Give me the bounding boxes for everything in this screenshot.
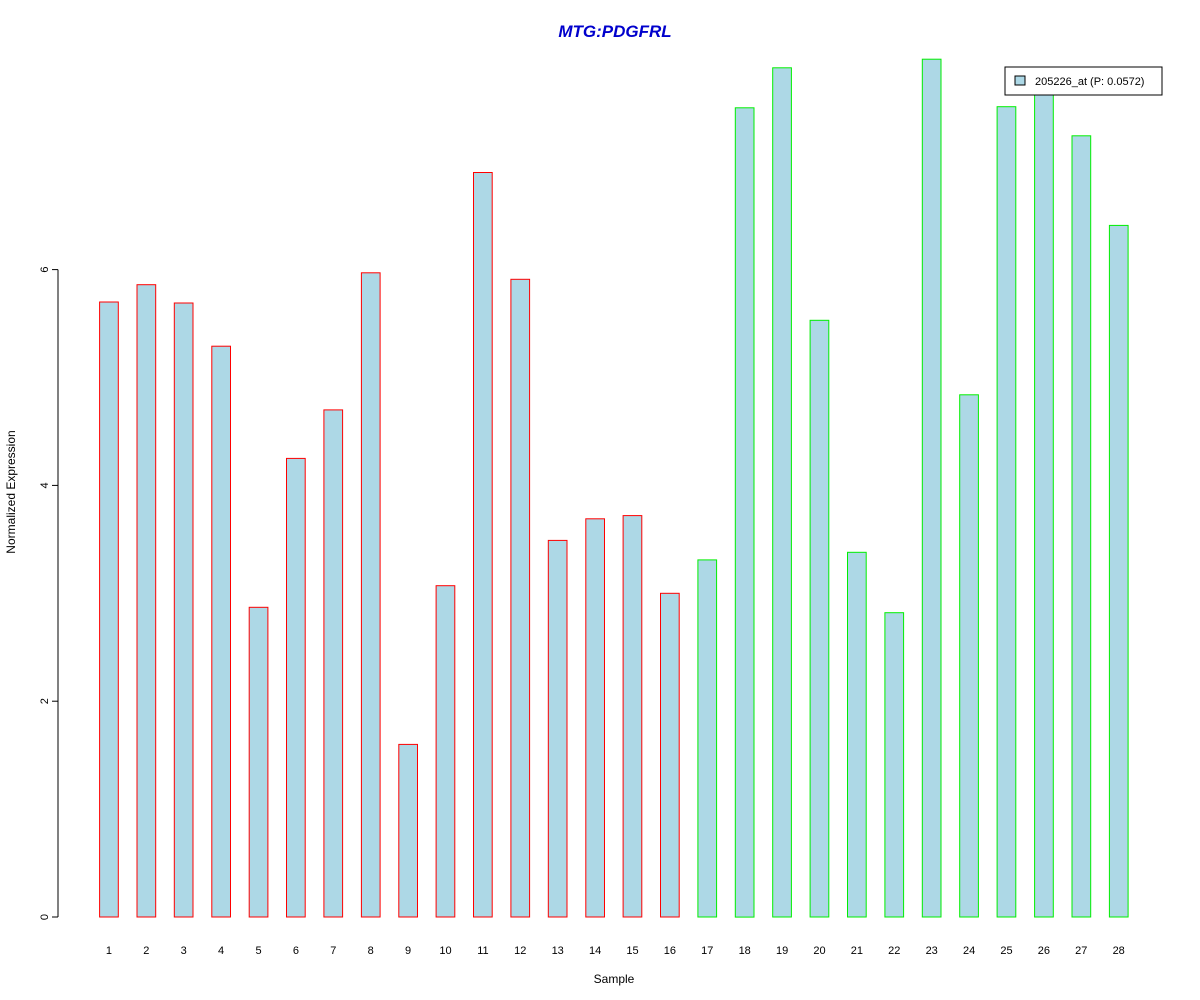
bar-sample-9 — [398, 743, 418, 918]
y-axis: 0 2 4 6 — [39, 267, 59, 920]
bar-sample-12 — [510, 278, 531, 918]
x-tick-label: 18 — [739, 945, 751, 957]
bar-sample-20 — [809, 319, 830, 918]
x-tick-label: 7 — [330, 945, 336, 957]
y-tick-label: 0 — [39, 914, 51, 920]
x-tick-label: 2 — [143, 945, 149, 957]
chart-title: MTG:PDGFRL — [558, 22, 671, 41]
x-tick-label: 21 — [851, 945, 863, 957]
y-tick-label: 4 — [39, 482, 51, 488]
bar-sample-24 — [959, 394, 979, 918]
x-tick-label: 16 — [664, 945, 676, 957]
bar-sample-14 — [585, 518, 605, 918]
x-tick-label: 17 — [701, 945, 713, 957]
x-tick-label: 22 — [888, 945, 900, 957]
bar-sample-2 — [136, 284, 157, 918]
bar-sample-18 — [734, 107, 755, 918]
bar-sample-4 — [211, 345, 232, 918]
x-tick-label: 25 — [1000, 945, 1012, 957]
x-tick-label: 20 — [813, 945, 825, 957]
bars — [99, 58, 1129, 918]
bar-sample-26 — [1034, 94, 1054, 918]
bar-sample-15 — [622, 515, 643, 918]
bar-sample-27 — [1071, 135, 1092, 918]
bar-sample-7 — [323, 409, 344, 918]
bar-sample-23 — [921, 58, 942, 918]
bar-sample-13 — [547, 539, 568, 918]
bar-sample-10 — [435, 585, 456, 918]
bar-sample-19 — [772, 67, 792, 918]
x-tick-label: 15 — [626, 945, 638, 957]
bar-sample-5 — [248, 606, 269, 918]
x-tick-label: 3 — [181, 945, 187, 957]
legend-swatch — [1014, 75, 1026, 86]
bar-sample-28 — [1108, 224, 1129, 918]
x-tick-label: 12 — [514, 945, 526, 957]
x-tick-label: 1 — [106, 945, 112, 957]
bar-sample-1 — [99, 301, 119, 918]
legend: 205226_at (P: 0.0572) — [1004, 66, 1163, 96]
bar-sample-17 — [697, 559, 718, 918]
bar-sample-6 — [286, 457, 306, 918]
x-tick-label: 5 — [255, 945, 261, 957]
x-tick-label: 28 — [1113, 945, 1125, 957]
x-tick-label: 13 — [552, 945, 564, 957]
x-tick-label: 23 — [926, 945, 938, 957]
x-tick-label: 8 — [368, 945, 374, 957]
x-tick-label: 14 — [589, 945, 601, 957]
bar-sample-11 — [473, 172, 493, 918]
bar-sample-21 — [847, 551, 867, 918]
bar-sample-22 — [884, 612, 905, 918]
y-tick-label: 6 — [39, 267, 51, 273]
bar-sample-8 — [360, 272, 381, 918]
x-axis-label: Sample — [594, 972, 635, 986]
x-tick-label: 4 — [218, 945, 224, 957]
legend-label: 205226_at (P: 0.0572) — [1035, 76, 1144, 88]
bar-sample-25 — [996, 106, 1017, 918]
x-tick-label: 24 — [963, 945, 975, 957]
legend-box — [1004, 66, 1163, 96]
x-tick-label: 27 — [1075, 945, 1087, 957]
x-tick-label: 9 — [405, 945, 411, 957]
x-tick-label: 6 — [293, 945, 299, 957]
y-axis-label: Normalized Expression — [4, 430, 18, 553]
y-tick-label: 2 — [39, 698, 51, 704]
x-tick-label: 19 — [776, 945, 788, 957]
x-tick-label: 10 — [439, 945, 451, 957]
bar-sample-3 — [173, 302, 194, 918]
bar-sample-16 — [660, 592, 680, 918]
x-tick-label: 26 — [1038, 945, 1050, 957]
x-axis: 1 2 3 4 5 6 7 8 9 10 11 12 13 14 15 16 17 18 19 20 21 22 23 24 2… — [106, 945, 1125, 957]
x-tick-label: 11 — [477, 945, 488, 957]
